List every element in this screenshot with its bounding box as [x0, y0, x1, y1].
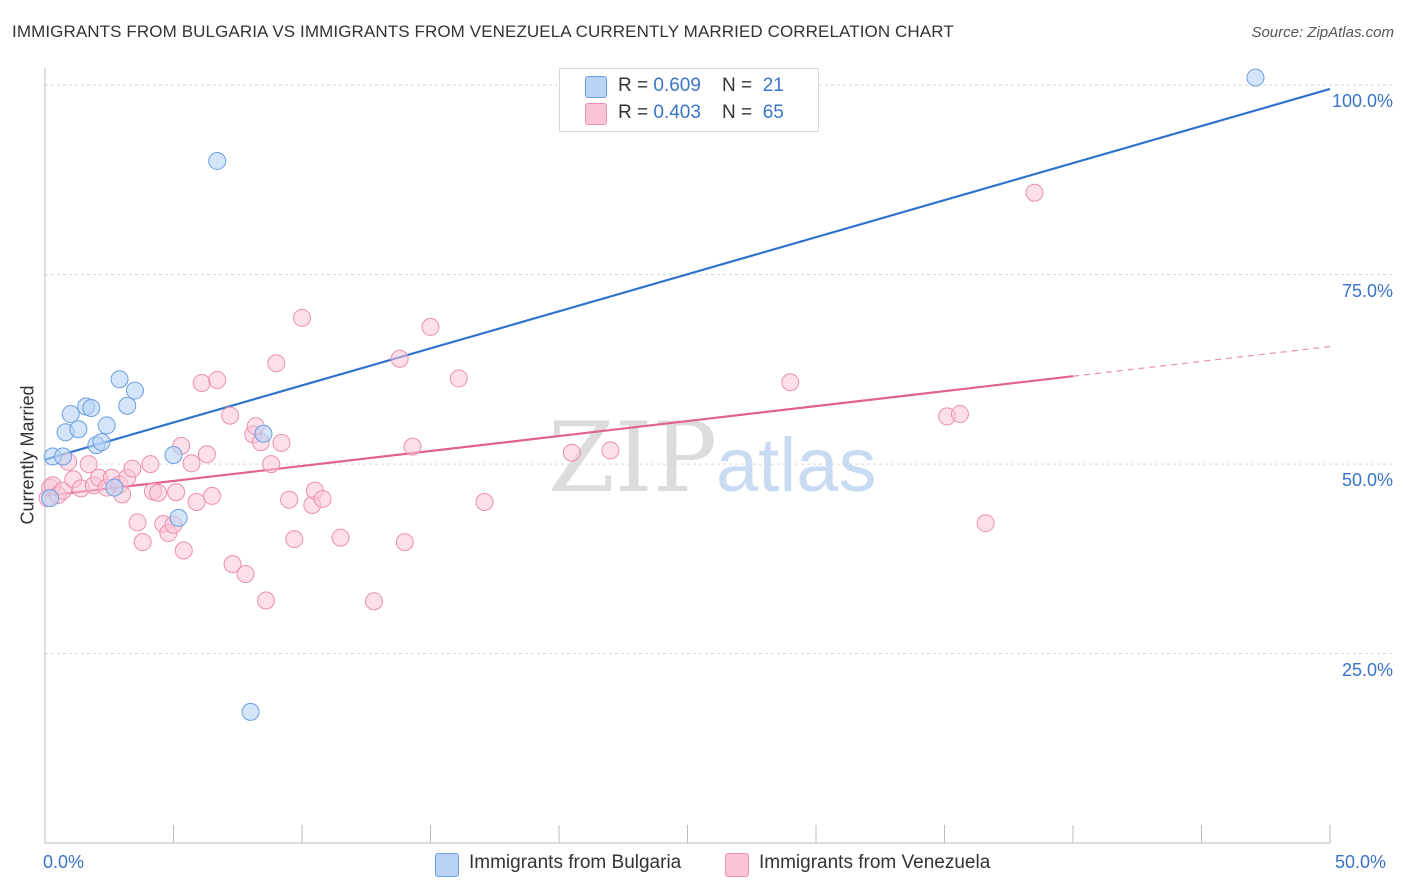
- data-point-venezuela: [395, 533, 414, 552]
- data-point-venezuela: [197, 445, 216, 464]
- legend-n-value-venezuela: 65: [762, 102, 784, 123]
- data-point-bulgaria: [105, 478, 124, 497]
- y-tick-label: 75.0%: [1341, 280, 1393, 301]
- legend-n-label: N =: [722, 75, 758, 96]
- data-point-venezuela: [208, 370, 227, 389]
- data-point-venezuela: [236, 564, 255, 583]
- watermark: ZIP atlas: [548, 402, 877, 514]
- data-point-venezuela: [167, 483, 186, 502]
- data-point-venezuela: [223, 555, 242, 574]
- data-point-bulgaria: [254, 424, 273, 443]
- data-point-venezuela: [267, 354, 286, 373]
- data-point-venezuela: [285, 530, 304, 549]
- data-point-venezuela: [257, 591, 276, 610]
- data-point-venezuela: [174, 541, 193, 560]
- data-point-venezuela: [280, 490, 299, 509]
- data-point-bulgaria: [125, 381, 144, 400]
- data-point-bulgaria: [61, 405, 80, 424]
- data-point-bulgaria: [118, 396, 137, 415]
- data-point-bulgaria: [1246, 68, 1265, 87]
- data-point-venezuela: [421, 317, 440, 336]
- legend-n-value-bulgaria: 21: [762, 75, 784, 96]
- data-point-venezuela: [123, 459, 142, 478]
- data-point-bulgaria: [110, 370, 129, 389]
- data-points: [38, 68, 1265, 721]
- data-point-venezuela: [364, 592, 383, 611]
- y-axis-label: Currently Married: [17, 385, 38, 525]
- data-point-bulgaria: [208, 151, 227, 170]
- data-point-bulgaria: [53, 447, 72, 466]
- data-point-venezuela: [313, 489, 332, 508]
- legend-r-value-bulgaria: 0.609: [653, 75, 701, 96]
- correlation-legend: R = 0.609 N = 21 R = 0.403 N = 65: [559, 68, 819, 132]
- x-tick-label-max: 50.0%: [1335, 852, 1387, 872]
- data-point-bulgaria: [92, 433, 111, 452]
- chart-title: IMMIGRANTS FROM BULGARIA VS IMMIGRANTS F…: [12, 22, 954, 41]
- data-point-venezuela: [475, 492, 494, 511]
- data-point-venezuela: [182, 454, 201, 473]
- data-point-venezuela: [403, 437, 422, 456]
- trend-line-bulgaria: [44, 87, 1331, 461]
- data-point-bulgaria: [169, 508, 188, 527]
- series-name-venezuela: Immigrants from Venezuela: [759, 852, 991, 873]
- data-point-bulgaria: [69, 420, 88, 439]
- data-point-venezuela: [331, 528, 350, 547]
- data-point-venezuela: [149, 483, 168, 502]
- data-point-venezuela: [187, 492, 206, 511]
- watermark-atlas: atlas: [716, 423, 877, 508]
- data-point-bulgaria: [164, 445, 183, 464]
- data-point-venezuela: [128, 513, 147, 532]
- legend-n-label: N =: [722, 102, 758, 123]
- data-point-venezuela: [221, 406, 240, 425]
- legend-swatch-venezuela: [585, 103, 607, 125]
- data-point-venezuela: [133, 533, 152, 552]
- data-point-venezuela: [141, 455, 160, 474]
- data-point-venezuela: [601, 441, 620, 460]
- source-label: Source: ZipAtlas.com: [1251, 24, 1394, 41]
- series-swatch-bulgaria: [435, 853, 459, 877]
- trend-line-venezuela-extrapolated: [1072, 346, 1331, 377]
- data-point-venezuela: [203, 486, 222, 505]
- series-name-bulgaria: Immigrants from Bulgaria: [469, 852, 682, 873]
- data-point-venezuela: [1025, 183, 1044, 202]
- legend-r-value-venezuela: 0.403: [653, 102, 701, 123]
- y-tick-label: 50.0%: [1341, 470, 1393, 491]
- data-point-venezuela: [293, 308, 311, 327]
- data-point-bulgaria: [82, 398, 101, 417]
- data-point-venezuela: [272, 433, 291, 452]
- legend-r-label: R =: [618, 102, 654, 123]
- data-point-venezuela: [192, 373, 211, 392]
- legend-r-label: R =: [618, 75, 654, 96]
- data-point-venezuela: [390, 349, 409, 368]
- y-tick-label: 25.0%: [1341, 659, 1393, 680]
- data-point-venezuela: [79, 455, 98, 474]
- y-tick-label: 100.0%: [1331, 91, 1393, 112]
- data-point-bulgaria: [241, 702, 260, 721]
- data-point-bulgaria: [97, 416, 116, 435]
- data-point-venezuela: [976, 514, 995, 533]
- data-point-venezuela: [562, 443, 581, 462]
- data-point-bulgaria: [41, 489, 60, 508]
- data-point-venezuela: [449, 369, 468, 388]
- series-swatch-venezuela: [725, 853, 749, 877]
- data-point-venezuela: [950, 405, 969, 424]
- x-tick-label-min: 0.0%: [43, 852, 85, 872]
- data-point-venezuela: [262, 455, 281, 474]
- trend-line-venezuela: [44, 375, 1074, 498]
- trend-lines: [44, 87, 1331, 498]
- data-point-venezuela: [781, 373, 800, 392]
- legend-swatch-bulgaria: [585, 76, 607, 98]
